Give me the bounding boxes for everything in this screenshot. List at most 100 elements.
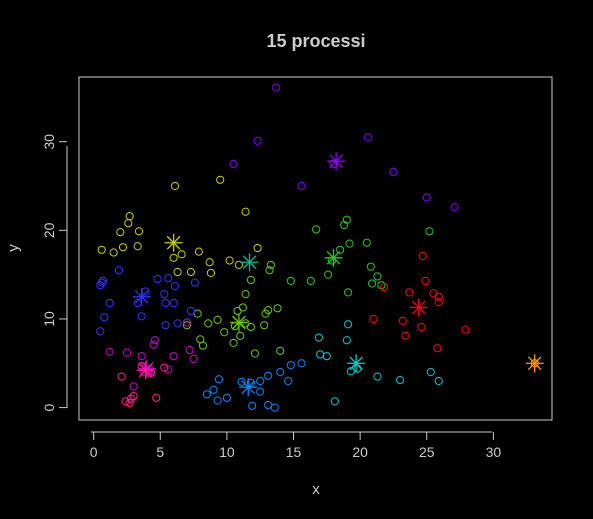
data-point <box>329 159 338 168</box>
centroid-marker <box>132 287 151 306</box>
data-point <box>344 320 353 329</box>
centroid-marker <box>409 298 428 317</box>
data-point <box>194 247 204 256</box>
data-point <box>204 319 213 328</box>
y-tick-label: 20 <box>41 222 57 238</box>
centroid-marker <box>164 233 183 252</box>
data-point <box>264 371 273 380</box>
data-point <box>125 212 134 221</box>
data-point <box>169 253 178 262</box>
data-point <box>276 346 285 355</box>
data-point <box>272 83 281 92</box>
data-point <box>234 260 243 269</box>
data-point <box>342 336 351 345</box>
data-point <box>186 306 196 316</box>
data-point <box>265 266 274 275</box>
data-point <box>229 159 238 168</box>
data-point <box>284 376 293 386</box>
data-point <box>434 292 443 301</box>
data-point <box>401 331 410 340</box>
x-tick-label: 5 <box>156 444 164 460</box>
data-point <box>169 298 178 308</box>
data-point <box>173 267 182 277</box>
data-point <box>170 282 180 291</box>
data-point <box>97 245 106 254</box>
data-point <box>214 375 224 384</box>
data-point <box>170 181 180 191</box>
data-point <box>193 309 202 318</box>
data-point <box>396 376 405 385</box>
data-point <box>205 258 214 267</box>
data-point <box>182 318 192 327</box>
x-tick-label: 20 <box>352 444 368 460</box>
data-points <box>96 83 539 412</box>
plot-frame <box>78 76 553 421</box>
chart-title: 15 processi <box>266 31 365 51</box>
data-point <box>122 348 132 357</box>
data-point <box>246 275 255 285</box>
data-point <box>461 325 470 334</box>
data-point <box>186 267 196 277</box>
data-point <box>362 238 371 247</box>
data-point <box>220 328 229 337</box>
centroid-marker <box>229 313 248 332</box>
data-point <box>202 390 212 399</box>
data-point <box>241 290 250 299</box>
data-point <box>389 167 398 176</box>
data-point <box>266 260 275 269</box>
data-point <box>129 382 138 391</box>
data-point <box>373 372 382 381</box>
data-point <box>96 327 105 336</box>
data-point <box>209 385 218 394</box>
data-point <box>124 219 133 228</box>
data-point <box>342 215 351 224</box>
data-point <box>422 193 431 202</box>
y-tick-label: 0 <box>41 403 57 411</box>
data-point <box>225 256 234 265</box>
data-point <box>160 290 169 299</box>
data-point <box>216 175 225 184</box>
data-point <box>405 288 414 297</box>
centroid-marker <box>239 378 258 397</box>
data-point <box>276 368 285 377</box>
data-point <box>273 304 282 313</box>
centroid-markers <box>132 152 544 397</box>
data-point <box>236 331 245 340</box>
data-point <box>233 306 242 316</box>
data-point <box>434 376 443 386</box>
data-point <box>264 400 273 410</box>
data-point <box>150 336 160 345</box>
data-point <box>229 338 238 347</box>
data-point <box>164 365 173 374</box>
data-point <box>126 394 136 403</box>
data-point <box>141 287 150 296</box>
data-point <box>206 268 216 277</box>
data-point <box>322 352 331 361</box>
data-point <box>109 248 118 257</box>
data-point <box>368 279 377 288</box>
x-axis-label: x <box>312 481 320 498</box>
data-point <box>353 364 362 373</box>
data-point <box>98 276 108 285</box>
data-point <box>270 403 279 412</box>
data-point <box>137 352 146 361</box>
data-point <box>264 305 273 315</box>
x-tick-label: 25 <box>419 444 435 460</box>
data-point <box>425 227 434 236</box>
data-point <box>398 316 407 325</box>
data-point <box>185 345 194 355</box>
data-point <box>153 274 162 284</box>
data-point <box>366 262 375 271</box>
data-point <box>117 372 126 381</box>
data-point <box>377 281 386 290</box>
data-point <box>433 344 442 353</box>
data-point <box>246 322 255 332</box>
data-point <box>213 396 222 405</box>
data-point <box>241 207 250 216</box>
data-point <box>260 321 269 330</box>
data-point <box>324 270 333 279</box>
data-point <box>286 360 295 370</box>
x-tick-label: 0 <box>90 444 98 460</box>
data-point <box>248 401 257 410</box>
